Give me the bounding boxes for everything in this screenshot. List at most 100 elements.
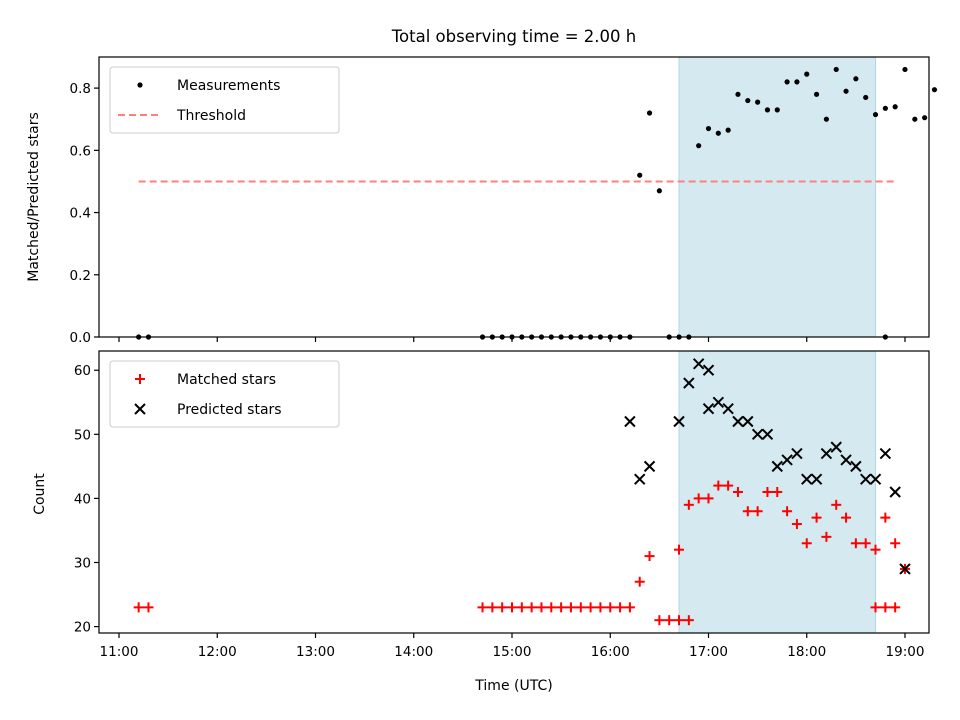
bottom-panel: 20 30 40 50 60 11:00 12:00 13:00 14:00 15:00 16:00… [74,350,930,660]
predicted-point [692,358,705,370]
matched-point [831,499,842,510]
x-tick-label: 15:00 [493,644,532,660]
matched-point [723,480,734,491]
x-tick-label: 16:00 [591,644,630,660]
predicted-point [899,563,911,575]
predicted-point [801,473,813,485]
matched-point [477,602,488,613]
data-point [705,125,712,132]
predicted-point [869,473,882,485]
x-tick-label: 13:00 [296,644,335,660]
matched-point [143,602,154,613]
matched-point [516,602,527,613]
x-tick-label: 19:00 [886,644,925,660]
data-point [696,143,702,149]
matched-point [860,538,871,549]
matched-point [782,506,793,517]
predicted-point [791,447,803,460]
data-point [735,91,741,97]
predicted-point [712,396,725,408]
matched-point [703,493,714,504]
predicted-point [771,460,783,473]
legend-marker [137,82,143,88]
plot-frame [98,350,930,634]
x-tick-label: 17:00 [689,644,728,660]
matched-point [821,531,832,542]
predicted-point [781,454,793,466]
predicted-point [634,473,646,485]
matched-point [683,499,694,510]
matched-point [605,602,616,613]
data-point [755,99,761,105]
matched-point [811,512,822,523]
y-tick-label: 50 [74,427,91,443]
data-point [646,110,653,116]
predicted-point [879,447,892,460]
data-point [853,76,859,82]
x-axis-label: Time (UTC) [474,678,552,694]
data-point [872,111,879,118]
top-y-axis-label: Matched/Predicted stars [26,112,42,282]
predicted-point [702,364,715,376]
y-tick-label: 40 [74,491,91,507]
matched-point [575,602,586,613]
legend: Matched stars Predicted stars [109,360,340,428]
legend-label: Threshold [176,108,246,124]
x-tick-label: 14:00 [394,644,433,660]
predicted-point [850,460,862,473]
data-point [882,105,888,111]
data-point [902,66,908,73]
matched-point [850,538,861,549]
observing-window [678,56,877,338]
data-point [922,115,928,121]
data-point [892,104,898,110]
y-tick-label: 60 [74,363,91,379]
matched-point [890,602,901,613]
matched-point [664,615,675,626]
legend-label: Measurements [177,78,280,94]
data-point [931,87,938,93]
data-point [843,88,849,94]
matched-point [791,519,802,530]
predicted-point [732,415,744,428]
matched-point [644,551,655,562]
matched-point [133,602,144,613]
data-point [804,71,810,77]
y-tick-label: 30 [74,556,91,572]
predicted-point [673,415,685,428]
matched-point [536,602,547,613]
predicted-point [751,428,764,441]
matched-point [713,480,724,491]
matched-point [870,544,881,555]
matched-point [742,506,753,517]
predicted-point [702,402,715,415]
data-point [764,107,771,113]
matched-point [801,538,812,549]
predicted-point [830,441,842,453]
predicted-point [820,447,833,460]
data-point [912,116,918,122]
chart-title: Total observing time = 2.00 h [391,27,636,46]
predicted-point [810,473,823,485]
y-tick-label: 0.2 [70,268,91,284]
matched-point [674,544,685,555]
matched-point [634,576,645,587]
predicted-point [742,415,754,428]
y-tick-label: 20 [74,620,91,636]
matched-point [870,602,881,613]
predicted-point [761,428,774,441]
x-tick-label: 18:00 [787,644,826,660]
predicted-point [889,486,901,498]
bottom-y-axis-label: Count [32,473,48,515]
predicted-point [859,473,872,485]
plot-frame [98,56,930,338]
matched-point [693,493,704,504]
matched-point [546,602,557,613]
x-tick-label: 11:00 [100,644,139,660]
predicted-point [840,454,852,466]
predicted-point [683,377,695,389]
matched-point [595,602,606,613]
top-panel: 0.0 0.2 0.4 0.6 0.8 Measurements Threshold [70,56,938,346]
matched-point [615,602,626,613]
